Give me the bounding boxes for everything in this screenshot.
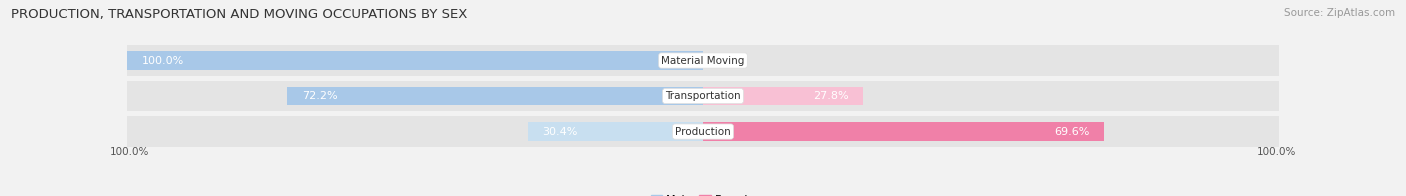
Text: Source: ZipAtlas.com: Source: ZipAtlas.com <box>1284 8 1395 18</box>
Text: PRODUCTION, TRANSPORTATION AND MOVING OCCUPATIONS BY SEX: PRODUCTION, TRANSPORTATION AND MOVING OC… <box>11 8 468 21</box>
Text: 100.0%: 100.0% <box>1257 147 1296 157</box>
Bar <box>703 87 863 105</box>
Bar <box>127 116 1279 147</box>
Text: 72.2%: 72.2% <box>302 91 337 101</box>
Text: 27.8%: 27.8% <box>813 91 849 101</box>
Text: 100.0%: 100.0% <box>110 147 149 157</box>
Text: 0.0%: 0.0% <box>711 55 740 65</box>
Text: 100.0%: 100.0% <box>142 55 184 65</box>
Text: Material Moving: Material Moving <box>661 55 745 65</box>
Bar <box>529 122 703 141</box>
Text: Transportation: Transportation <box>665 91 741 101</box>
Bar <box>127 51 703 70</box>
Bar <box>287 87 703 105</box>
Text: 30.4%: 30.4% <box>543 127 578 137</box>
Text: Production: Production <box>675 127 731 137</box>
Text: 69.6%: 69.6% <box>1054 127 1090 137</box>
Legend: Male, Female: Male, Female <box>647 191 759 196</box>
Bar <box>703 122 1104 141</box>
Bar <box>127 45 1279 76</box>
Bar <box>127 81 1279 112</box>
